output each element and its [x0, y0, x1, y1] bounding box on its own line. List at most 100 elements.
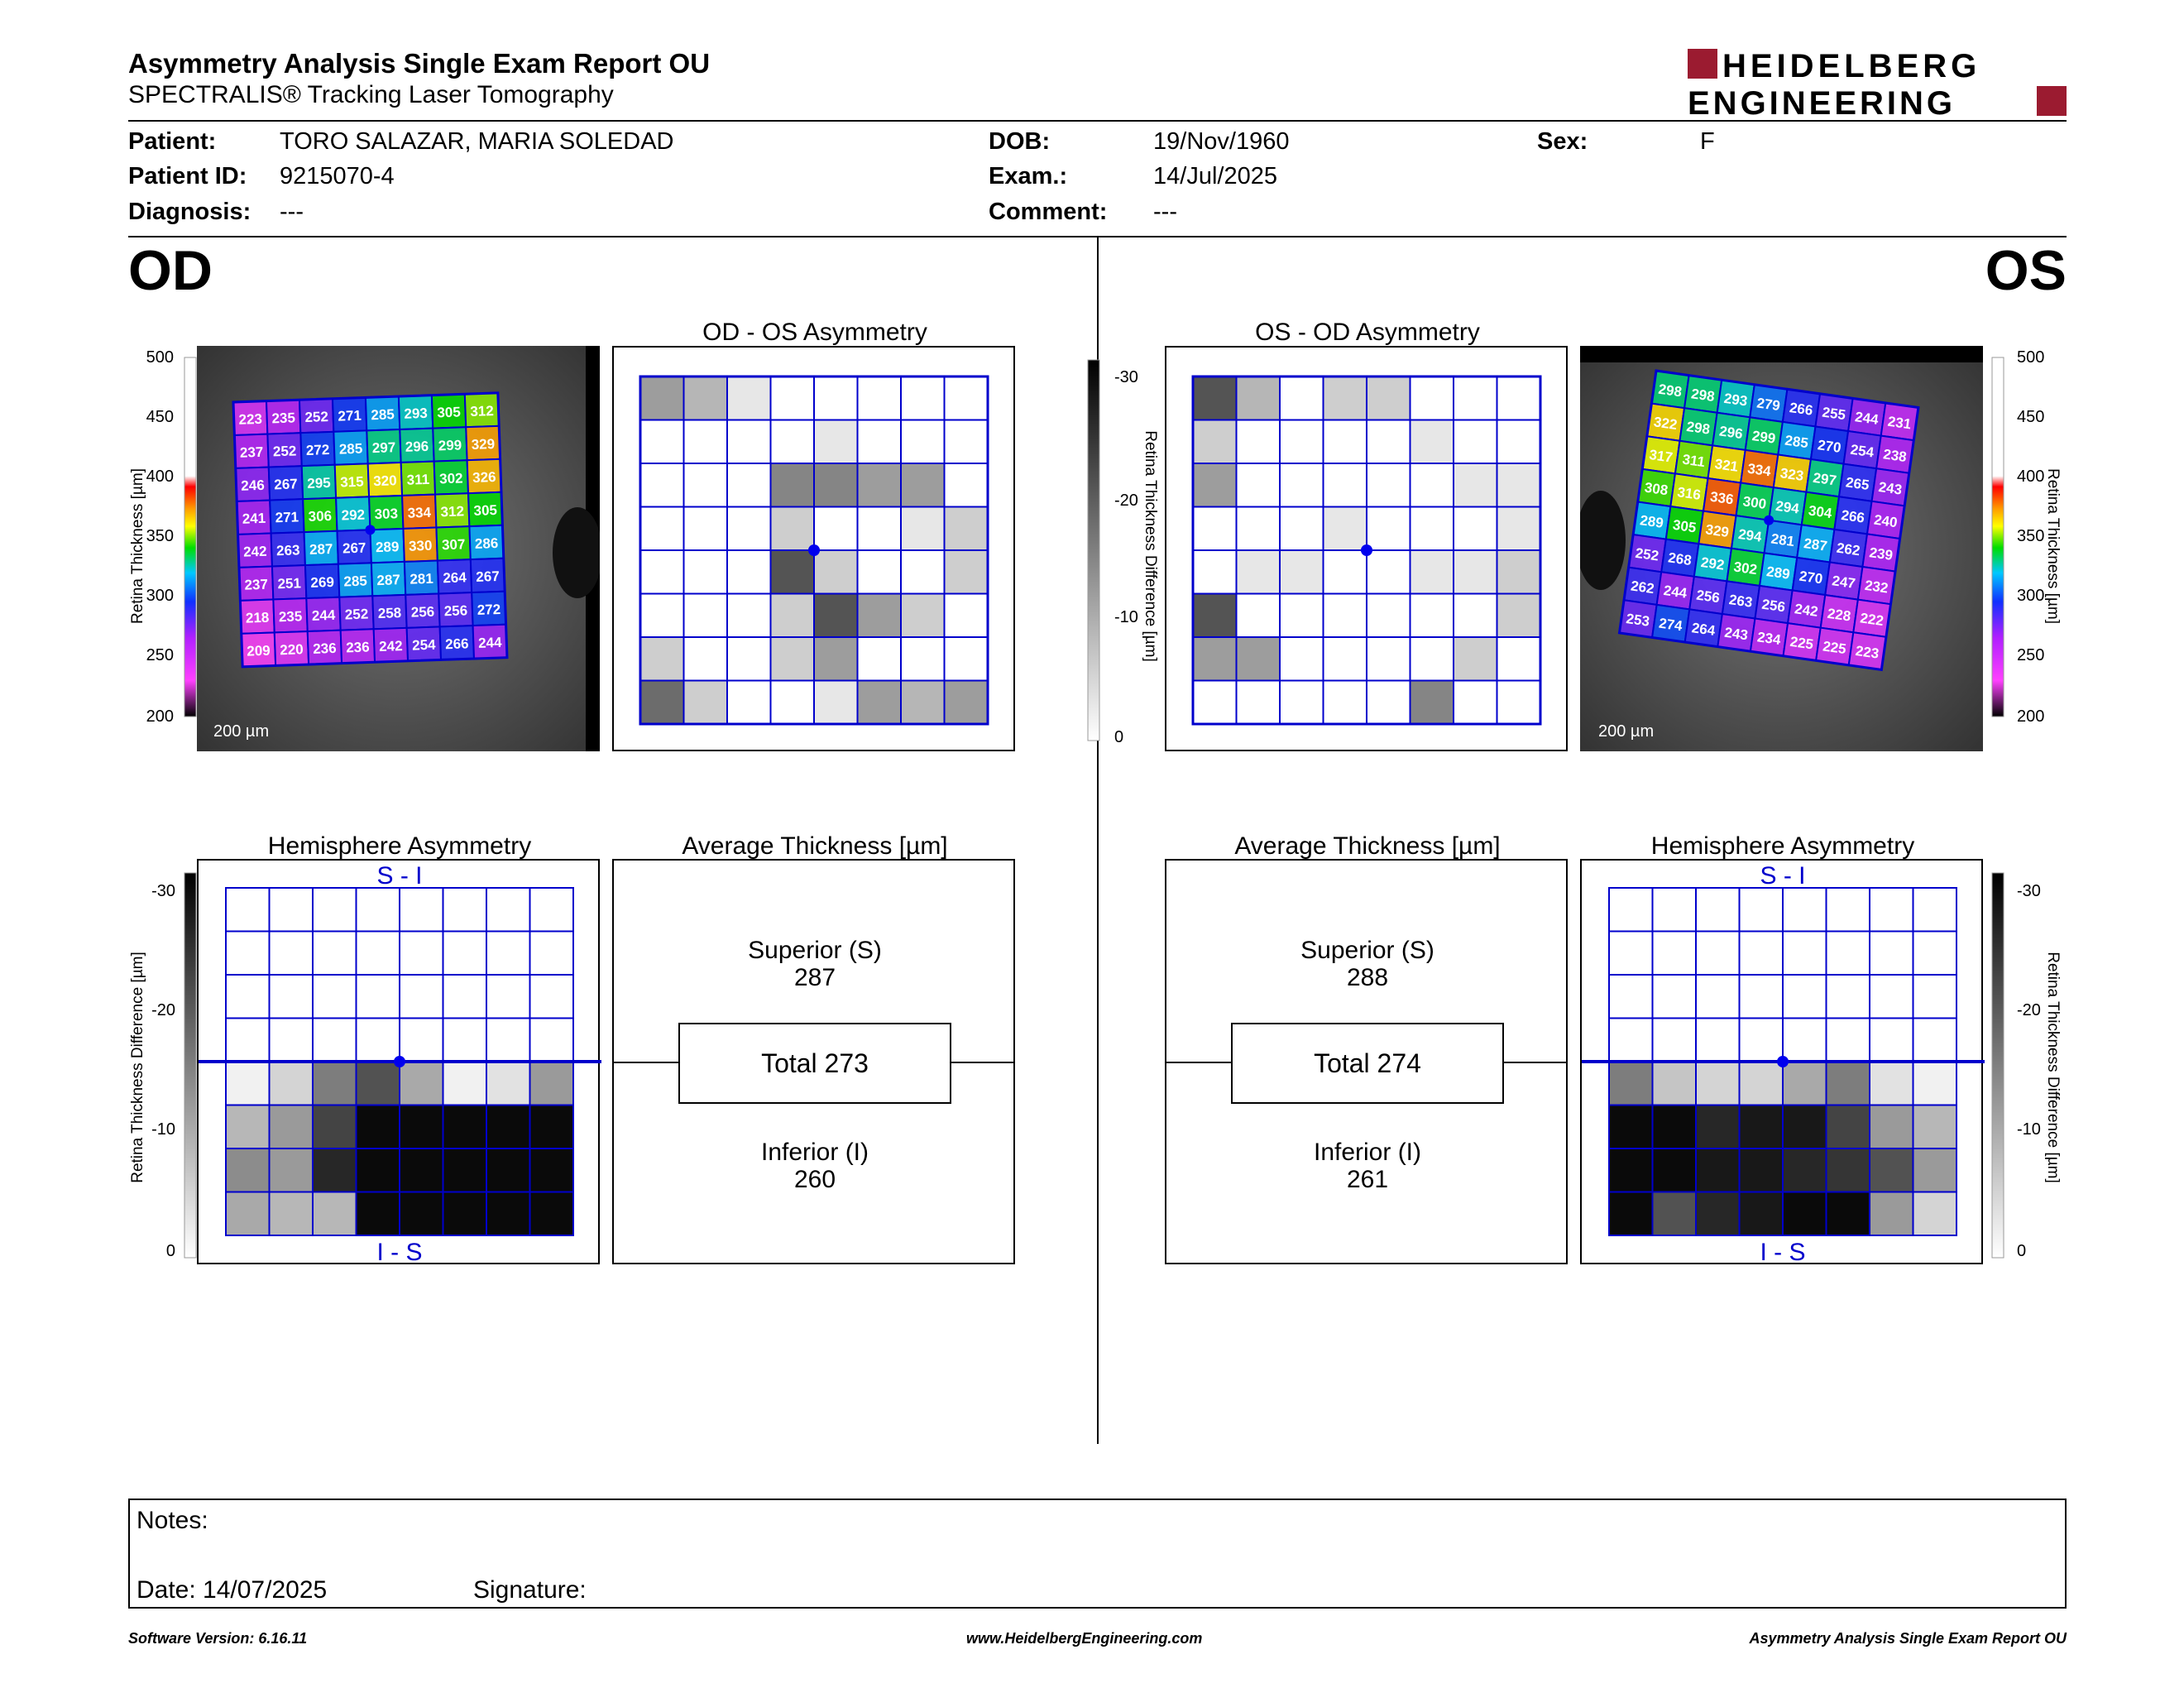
svg-text:Retina Thickness Difference [µ: Retina Thickness Difference [µm]	[1142, 430, 1159, 662]
svg-text:Retina Thickness Difference [µ: Retina Thickness Difference [µm]	[2044, 952, 2062, 1183]
os-hemi-cell	[1609, 1105, 1653, 1149]
od-asym-cell	[727, 463, 771, 507]
od-hemi-cell	[313, 1105, 357, 1149]
svg-text:500: 500	[2017, 348, 2044, 367]
od-thickness-value: 252	[273, 443, 297, 459]
os-hemi-cell	[1783, 1192, 1827, 1236]
os-thickness-value: 298	[1685, 419, 1711, 438]
os-thickness-value: 298	[1657, 381, 1683, 400]
od-hemi-cell	[357, 1019, 400, 1062]
comment: ---	[1153, 199, 1177, 226]
od-asym-cell	[640, 594, 684, 638]
os-hemi-cell	[1696, 932, 1740, 976]
od-hemi-cell	[270, 932, 314, 976]
os-hemi-cell	[1696, 1105, 1740, 1149]
od-asym-cell	[945, 681, 989, 725]
os-thickness-value: 296	[1718, 423, 1744, 442]
os-asym-cell	[1410, 681, 1454, 725]
notes-box[interactable]: Notes: Date: 14/07/2025 Signature:	[128, 1499, 2067, 1609]
od-asym-cell	[901, 594, 945, 638]
os-hemi-cell	[1740, 1019, 1784, 1062]
os-asym-cell	[1367, 420, 1410, 464]
os-asym-cell	[1280, 420, 1324, 464]
os-thickness-value: 252	[1635, 545, 1660, 564]
od-asym-cell	[858, 550, 902, 594]
os-thickness-value: 305	[1672, 517, 1698, 536]
os-thickness-value: 304	[1808, 502, 1833, 521]
od-thickness-value: 258	[378, 605, 402, 621]
os-asym-cell	[1324, 637, 1367, 681]
od-hemi-cell	[530, 932, 574, 976]
os-asym-cell	[1367, 550, 1410, 594]
od-hemi-cell	[486, 1105, 530, 1149]
od-hemi-cell	[313, 1019, 357, 1062]
od-thickness-value: 312	[440, 503, 464, 520]
od-hemi-cell	[486, 888, 530, 932]
od-asym-cell	[684, 463, 728, 507]
os-asym-cell	[1324, 507, 1367, 551]
os-asym-cell	[1410, 420, 1454, 464]
od-thickness-value: 264	[443, 569, 467, 586]
svg-text:400: 400	[146, 468, 174, 486]
od-asym-cell	[858, 507, 902, 551]
od-hemi-cell	[530, 975, 574, 1019]
od-asym-cell	[901, 507, 945, 551]
od-hemi-cell	[313, 975, 357, 1019]
os-thickness-value: 242	[1794, 601, 1819, 620]
od-thickness-value: 235	[279, 608, 303, 625]
os-thickness-value: 294	[1774, 498, 1800, 517]
od-avg-title: Average Thickness [µm]	[612, 832, 1018, 861]
od-asym-cell	[814, 376, 858, 420]
os-hemi-si-label: S - I	[1760, 862, 1805, 890]
od-asym-cell	[771, 463, 815, 507]
os-thickness-value: 243	[1878, 479, 1904, 498]
od-hemi-cell	[226, 1192, 270, 1236]
footer-website[interactable]: www.HeidelbergEngineering.com	[966, 1630, 1202, 1647]
od-asym-cell	[684, 637, 728, 681]
fovea-marker	[1777, 1056, 1789, 1067]
od-thickness-value: 237	[240, 444, 264, 461]
os-thickness-value: 256	[1695, 587, 1721, 606]
os-asym-cell	[1280, 637, 1324, 681]
od-hemi-cell	[270, 1105, 314, 1149]
svg-text:-30: -30	[1114, 368, 1138, 386]
os-thickness-value: 299	[1751, 428, 1777, 447]
od-hemi-cell	[400, 1192, 443, 1236]
od-thickness-value: 285	[339, 441, 363, 458]
svg-text:0: 0	[2017, 1242, 2026, 1260]
os-thickness-value: 228	[1827, 606, 1852, 625]
diagnosis: ---	[280, 199, 304, 226]
od-avg-panel: Total 273 Superior (S) 287 Inferior (I) 26…	[612, 859, 1015, 1264]
os-hemi-cell	[1870, 1105, 1913, 1149]
svg-text:200: 200	[2017, 707, 2044, 726]
od-asym-cell	[640, 376, 684, 420]
svg-text:250: 250	[146, 646, 174, 664]
patient-name: TORO SALAZAR, MARIA SOLEDAD	[280, 128, 673, 156]
os-hemi-cell	[1740, 932, 1784, 976]
os-asym-cell	[1367, 681, 1410, 725]
os-asym-cell	[1497, 463, 1541, 507]
svg-text:200 µm: 200 µm	[1598, 722, 1654, 741]
od-thickness-value: 271	[338, 408, 362, 424]
notes-date: Date: 14/07/2025	[136, 1576, 327, 1604]
od-asym-cell	[640, 420, 684, 464]
od-hemi-si-label: S - I	[376, 862, 422, 890]
patient-id-label: Patient ID:	[128, 163, 247, 190]
od-asym-cell	[945, 594, 989, 638]
os-hemi-cell	[1696, 975, 1740, 1019]
od-asym-cell	[858, 376, 902, 420]
od-hemi-cell	[270, 1192, 314, 1236]
od-asym-cell	[814, 420, 858, 464]
os-asym-cell	[1193, 507, 1237, 551]
od-hemi-cell	[270, 1062, 314, 1105]
os-asym-cell	[1237, 463, 1281, 507]
os-thickness-value: 225	[1822, 638, 1847, 657]
os-thickness-value: 239	[1868, 544, 1894, 563]
os-asym-cell	[1410, 594, 1454, 638]
od-thickness-value: 252	[304, 409, 328, 425]
od-asym-cell	[858, 681, 902, 725]
os-asym-cell	[1280, 463, 1324, 507]
od-thickness-value: 311	[406, 472, 429, 488]
od-hemi-panel: S - II - S	[197, 859, 600, 1264]
od-thickness-value: 236	[313, 640, 337, 657]
